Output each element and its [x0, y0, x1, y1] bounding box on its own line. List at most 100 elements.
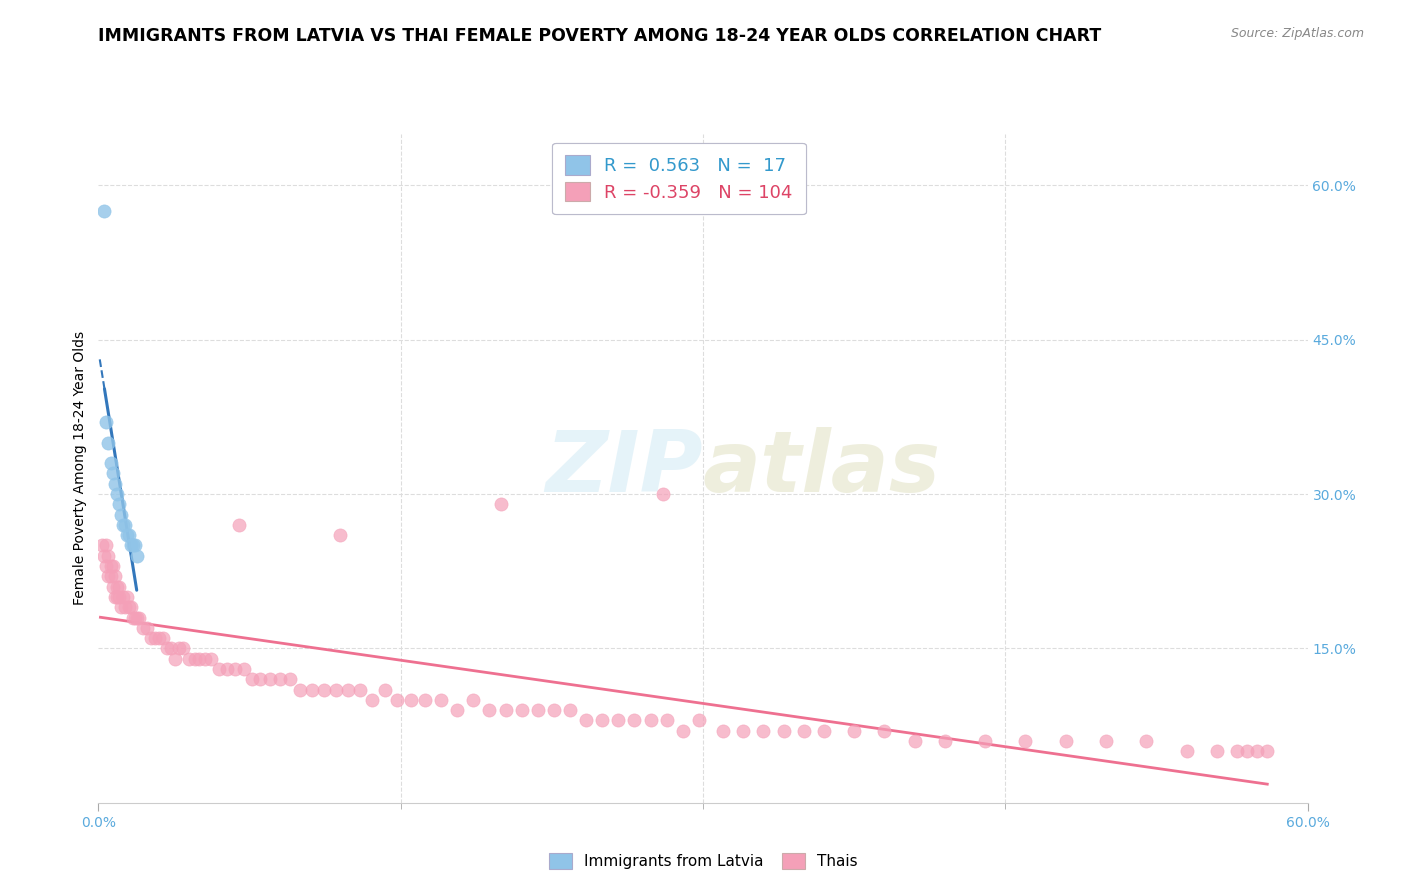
Point — [813, 723, 835, 738]
Point — [217, 662, 239, 676]
Point — [160, 641, 183, 656]
Point — [772, 723, 794, 738]
Point — [337, 682, 360, 697]
Point — [269, 673, 291, 687]
Point — [121, 610, 143, 624]
Point — [491, 497, 513, 511]
Point — [361, 693, 384, 707]
Text: ZIP: ZIP — [546, 426, 703, 510]
Point — [463, 693, 485, 707]
Point — [430, 693, 453, 707]
Point — [103, 590, 125, 604]
Point — [278, 673, 301, 687]
Point — [110, 600, 132, 615]
Point — [526, 703, 548, 717]
Point — [184, 651, 207, 665]
Point — [120, 539, 142, 553]
Point — [974, 734, 997, 748]
Point — [100, 456, 122, 470]
Point — [510, 703, 533, 717]
Point — [111, 590, 134, 604]
Point — [96, 539, 118, 553]
Point — [543, 703, 565, 717]
Point — [97, 549, 120, 563]
Point — [107, 590, 129, 604]
Point — [591, 714, 613, 728]
Point — [478, 703, 501, 717]
Point — [167, 641, 190, 656]
Point — [688, 714, 710, 728]
Point — [288, 682, 311, 697]
Point — [103, 476, 125, 491]
Point — [115, 528, 138, 542]
Point — [399, 693, 422, 707]
Point — [139, 631, 162, 645]
Point — [1246, 744, 1268, 758]
Point — [107, 497, 129, 511]
Point — [107, 580, 129, 594]
Point — [163, 651, 186, 665]
Point — [349, 682, 371, 697]
Point — [101, 467, 124, 481]
Point — [228, 517, 250, 532]
Point — [93, 204, 115, 219]
Point — [325, 682, 347, 697]
Point — [124, 539, 146, 553]
Point — [120, 600, 142, 615]
Point — [96, 559, 118, 574]
Point — [232, 662, 254, 676]
Point — [793, 723, 815, 738]
Point — [91, 539, 114, 553]
Point — [103, 569, 125, 583]
Point — [934, 734, 956, 748]
Point — [224, 662, 246, 676]
Point — [111, 517, 134, 532]
Point — [413, 693, 436, 707]
Point — [314, 682, 336, 697]
Point — [374, 682, 396, 697]
Point — [200, 651, 222, 665]
Point — [1256, 744, 1278, 758]
Point — [385, 693, 408, 707]
Point — [446, 703, 468, 717]
Point — [249, 673, 271, 687]
Point — [752, 723, 775, 738]
Point — [101, 580, 124, 594]
Point — [124, 610, 146, 624]
Point — [115, 590, 138, 604]
Point — [172, 641, 194, 656]
Point — [93, 549, 115, 563]
Point — [655, 714, 678, 728]
Point — [259, 673, 281, 687]
Point — [301, 682, 323, 697]
Point — [96, 415, 118, 429]
Point — [135, 621, 157, 635]
Point — [1014, 734, 1036, 748]
Point — [128, 610, 150, 624]
Y-axis label: Female Poverty Among 18-24 Year Olds: Female Poverty Among 18-24 Year Olds — [73, 331, 87, 606]
Point — [1226, 744, 1249, 758]
Text: Source: ZipAtlas.com: Source: ZipAtlas.com — [1230, 27, 1364, 40]
Point — [125, 610, 148, 624]
Point — [114, 517, 136, 532]
Point — [132, 621, 155, 635]
Point — [105, 580, 128, 594]
Point — [194, 651, 217, 665]
Point — [904, 734, 927, 748]
Point — [114, 600, 136, 615]
Point — [143, 631, 166, 645]
Point — [179, 651, 201, 665]
Point — [97, 569, 120, 583]
Point — [105, 590, 128, 604]
Legend: Immigrants from Latvia, Thais: Immigrants from Latvia, Thais — [543, 847, 863, 875]
Point — [152, 631, 174, 645]
Point — [1135, 734, 1157, 748]
Point — [844, 723, 866, 738]
Point — [97, 435, 120, 450]
Text: IMMIGRANTS FROM LATVIA VS THAI FEMALE POVERTY AMONG 18-24 YEAR OLDS CORRELATION : IMMIGRANTS FROM LATVIA VS THAI FEMALE PO… — [98, 27, 1102, 45]
Point — [125, 549, 148, 563]
Point — [640, 714, 662, 728]
Point — [100, 569, 122, 583]
Point — [1095, 734, 1118, 748]
Point — [1236, 744, 1258, 758]
